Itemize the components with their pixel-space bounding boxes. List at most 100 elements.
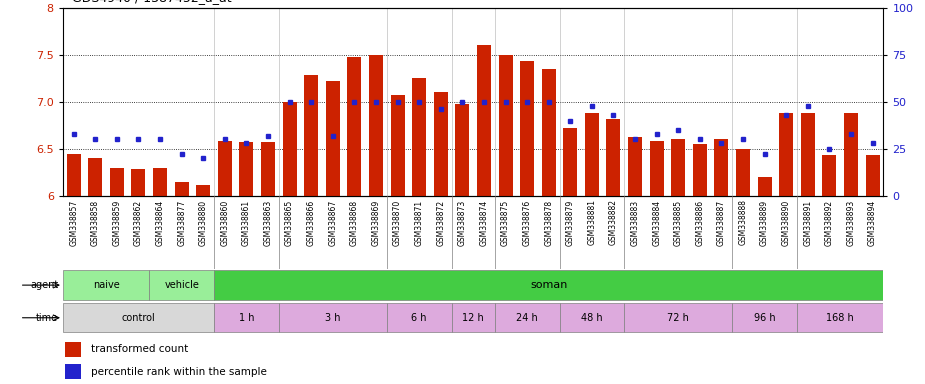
- Bar: [369, 55, 383, 196]
- Bar: [693, 144, 707, 196]
- Bar: [63, 270, 149, 300]
- Bar: [607, 119, 621, 196]
- Bar: [326, 81, 339, 196]
- Bar: [822, 156, 836, 196]
- Text: 1 h: 1 h: [239, 313, 254, 323]
- Text: GSM338861: GSM338861: [242, 200, 251, 246]
- Text: vehicle: vehicle: [165, 280, 199, 290]
- Text: GSM338872: GSM338872: [437, 200, 445, 246]
- Text: GSM338880: GSM338880: [199, 200, 208, 246]
- Bar: [387, 303, 451, 333]
- Text: GSM338894: GSM338894: [868, 200, 877, 246]
- Text: GSM338865: GSM338865: [285, 200, 294, 246]
- Bar: [348, 56, 362, 196]
- Text: 3 h: 3 h: [325, 313, 340, 323]
- Bar: [844, 113, 858, 196]
- Bar: [563, 128, 577, 196]
- Text: soman: soman: [530, 280, 567, 290]
- Bar: [196, 185, 210, 196]
- Text: GSM338873: GSM338873: [458, 200, 467, 246]
- Text: 168 h: 168 h: [826, 313, 854, 323]
- Text: transformed count: transformed count: [91, 344, 188, 354]
- Text: GSM338884: GSM338884: [652, 200, 661, 246]
- Text: GSM338882: GSM338882: [609, 200, 618, 245]
- Text: GSM338883: GSM338883: [631, 200, 639, 246]
- Bar: [672, 139, 685, 196]
- Text: GSM338878: GSM338878: [544, 200, 553, 246]
- Text: GSM338858: GSM338858: [91, 200, 100, 246]
- Bar: [477, 45, 491, 196]
- Text: 6 h: 6 h: [412, 313, 427, 323]
- Text: GSM338879: GSM338879: [566, 200, 574, 246]
- Text: GSM338874: GSM338874: [479, 200, 488, 246]
- Text: GSM338885: GSM338885: [673, 200, 683, 246]
- Text: GSM338875: GSM338875: [501, 200, 510, 246]
- Bar: [542, 69, 556, 196]
- Bar: [278, 303, 387, 333]
- Bar: [733, 303, 797, 333]
- Bar: [649, 141, 663, 196]
- Bar: [283, 102, 297, 196]
- Bar: [779, 113, 794, 196]
- Bar: [560, 303, 624, 333]
- Text: GSM338890: GSM338890: [782, 200, 791, 246]
- Text: time: time: [36, 313, 58, 323]
- Bar: [88, 158, 103, 196]
- Bar: [624, 303, 733, 333]
- Text: GSM338863: GSM338863: [264, 200, 273, 246]
- Bar: [585, 113, 598, 196]
- Text: GSM338869: GSM338869: [372, 200, 380, 246]
- Text: GSM338862: GSM338862: [134, 200, 143, 246]
- Text: GSM338870: GSM338870: [393, 200, 402, 246]
- Text: GSM338859: GSM338859: [112, 200, 121, 246]
- Text: GSM338877: GSM338877: [178, 200, 186, 246]
- Bar: [261, 142, 275, 196]
- Bar: [797, 303, 883, 333]
- Text: GSM338868: GSM338868: [350, 200, 359, 246]
- Bar: [153, 167, 167, 196]
- Text: GDS4940 / 1387452_a_at: GDS4940 / 1387452_a_at: [72, 0, 232, 4]
- Text: GSM338876: GSM338876: [523, 200, 532, 246]
- Text: GSM338893: GSM338893: [846, 200, 856, 246]
- Bar: [714, 139, 729, 196]
- Bar: [736, 149, 750, 196]
- Text: 96 h: 96 h: [754, 313, 775, 323]
- Bar: [217, 141, 232, 196]
- Text: 48 h: 48 h: [581, 313, 603, 323]
- Bar: [214, 303, 278, 333]
- Text: agent: agent: [30, 280, 58, 290]
- Bar: [131, 169, 145, 196]
- Text: 12 h: 12 h: [462, 313, 484, 323]
- Bar: [214, 270, 883, 300]
- Text: 24 h: 24 h: [516, 313, 538, 323]
- Bar: [175, 182, 189, 196]
- Text: GSM338857: GSM338857: [69, 200, 79, 246]
- Text: GSM338871: GSM338871: [414, 200, 424, 246]
- Bar: [240, 142, 253, 196]
- Bar: [495, 303, 560, 333]
- Bar: [304, 75, 318, 196]
- Text: GSM338887: GSM338887: [717, 200, 726, 246]
- Bar: [758, 177, 771, 196]
- Text: GSM338867: GSM338867: [328, 200, 338, 246]
- Bar: [65, 364, 81, 379]
- Bar: [866, 156, 880, 196]
- Bar: [63, 303, 214, 333]
- Bar: [455, 104, 469, 196]
- Bar: [413, 78, 426, 196]
- Bar: [434, 93, 448, 196]
- Text: percentile rank within the sample: percentile rank within the sample: [91, 366, 266, 377]
- Text: GSM338891: GSM338891: [803, 200, 812, 246]
- Text: GSM338866: GSM338866: [307, 200, 315, 246]
- Bar: [451, 303, 495, 333]
- Bar: [499, 55, 512, 196]
- Bar: [520, 61, 534, 196]
- Text: GSM338892: GSM338892: [825, 200, 834, 246]
- Text: 72 h: 72 h: [667, 313, 689, 323]
- Bar: [801, 113, 815, 196]
- Bar: [110, 167, 124, 196]
- Bar: [65, 342, 81, 356]
- Text: GSM338889: GSM338889: [760, 200, 769, 246]
- Text: naive: naive: [92, 280, 119, 290]
- Text: GSM338881: GSM338881: [587, 200, 597, 245]
